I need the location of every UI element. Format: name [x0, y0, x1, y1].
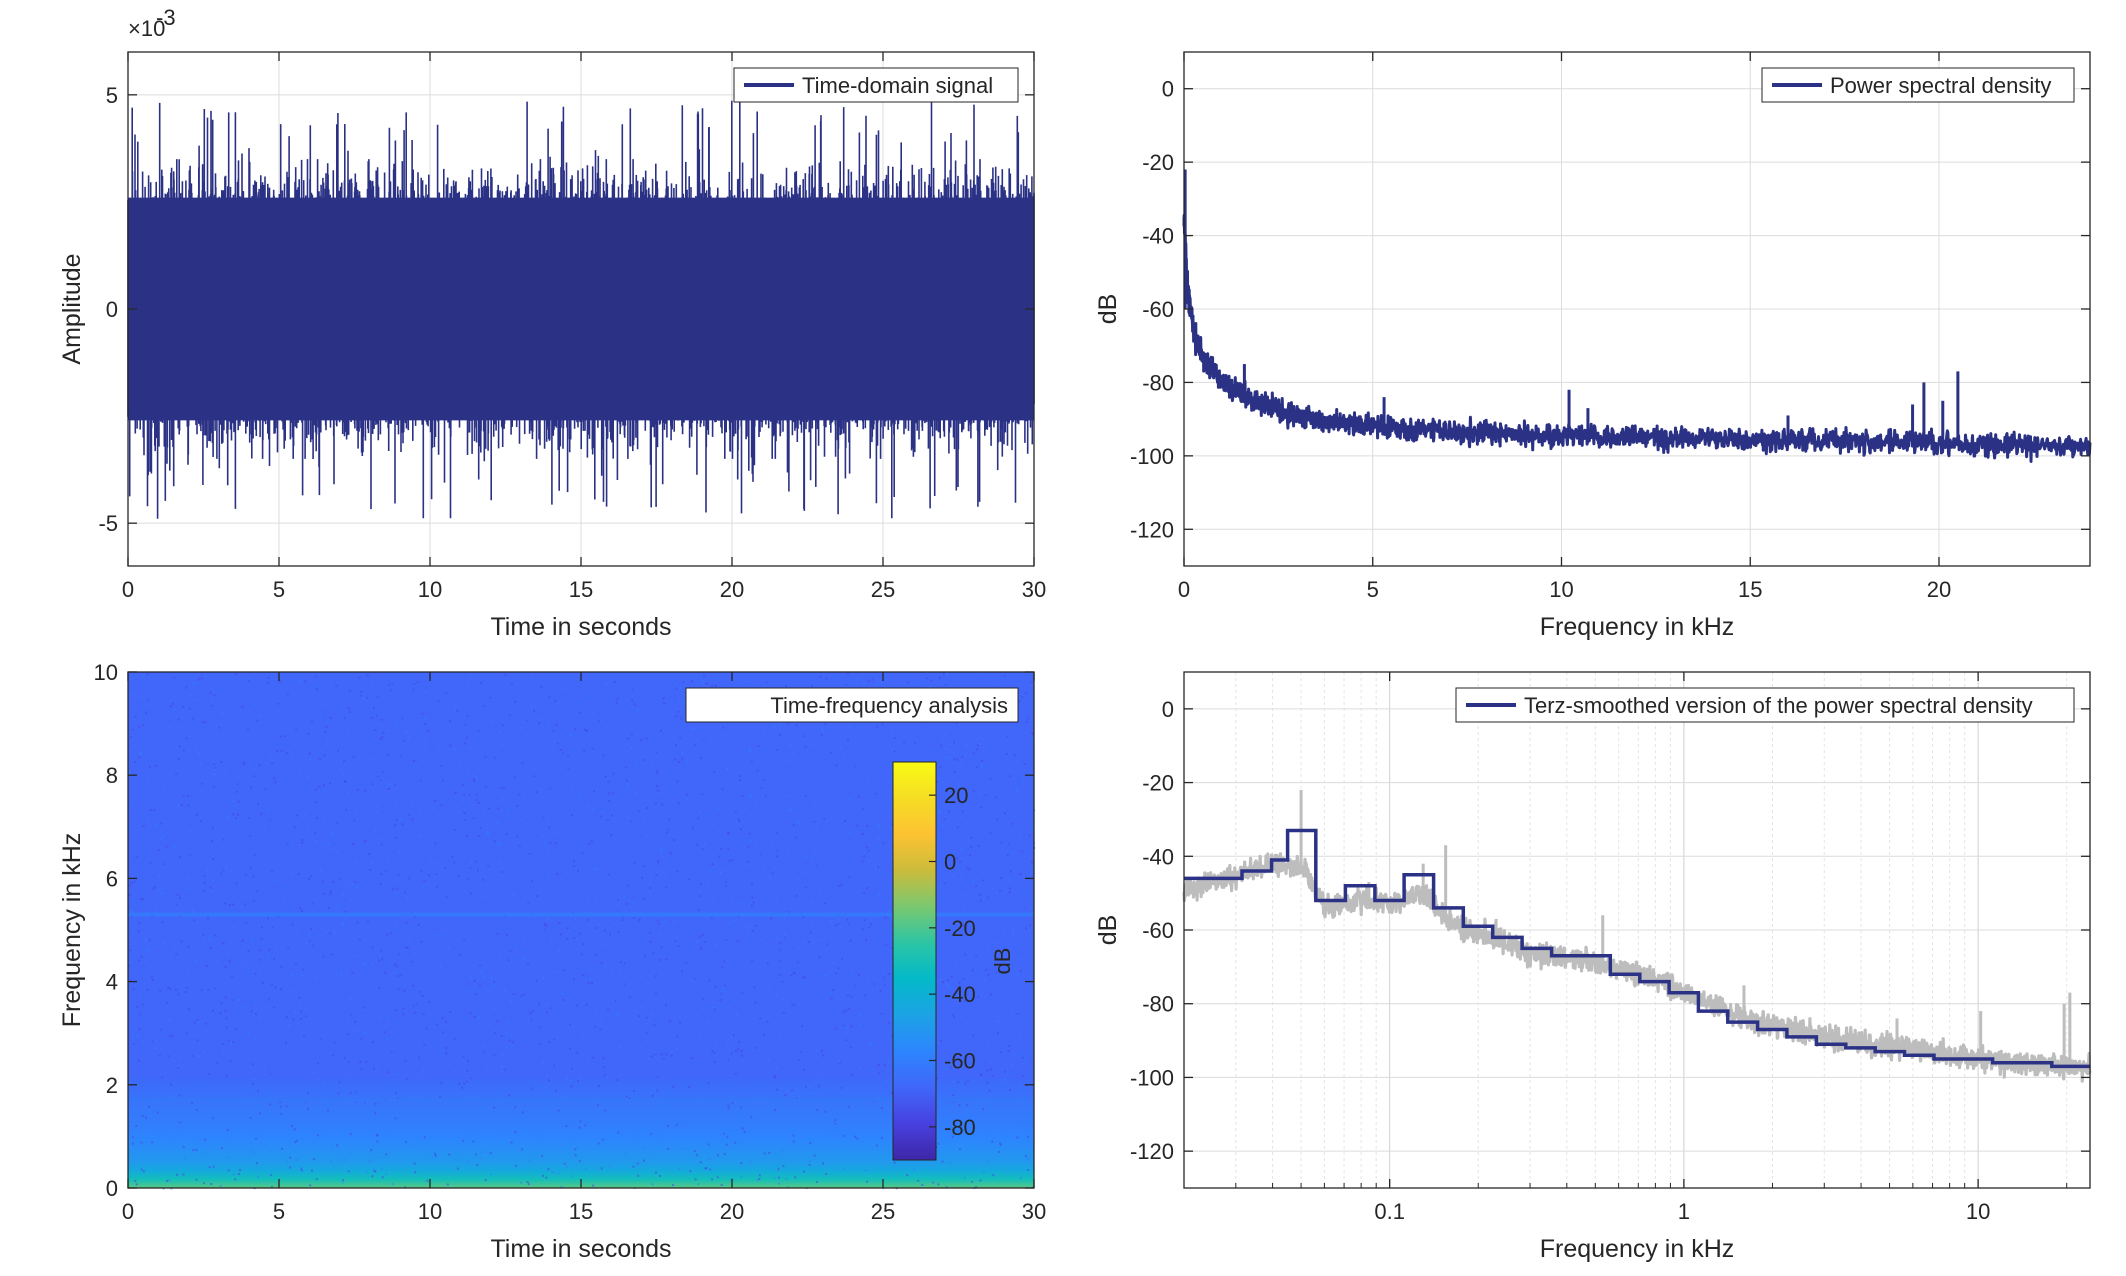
y-tick-label: -40	[1142, 844, 1174, 869]
x-tick-label: 25	[871, 1199, 895, 1224]
spectral-line	[128, 912, 1034, 917]
x-tick-label: 5	[1367, 577, 1379, 602]
y-tick-label: 0	[106, 1176, 118, 1201]
exponent-power: -3	[156, 5, 176, 30]
x-tick-label: 5	[273, 1199, 285, 1224]
x-tick-label: 0.1	[1374, 1199, 1405, 1224]
legend-label: Power spectral density	[1830, 73, 2051, 98]
legend: Time-frequency analysis	[685, 687, 1019, 723]
y-tick-label: -60	[1142, 297, 1174, 322]
colorbar-tick-label: -20	[944, 916, 976, 941]
x-tick-label: 20	[720, 577, 744, 602]
spectral-line	[128, 1098, 1034, 1103]
plot-3: 0 5 10 15 20 25 30 0 2 4 6 8 10 Time in seconds Freque…	[58, 660, 1046, 1263]
y-tick-label: 8	[106, 763, 118, 788]
x-tick-label: 10	[1966, 1199, 1990, 1224]
y-tick-label: -120	[1130, 1139, 1174, 1164]
x-tick-label: 10	[418, 1199, 442, 1224]
y-tick-label: 10	[94, 660, 118, 685]
legend-label: Terz-smoothed version of the power spect…	[1524, 693, 2033, 718]
y-tick-label: -100	[1130, 1065, 1174, 1090]
y-tick-label: -5	[98, 511, 118, 536]
y-tick-label: 0	[1162, 697, 1174, 722]
legend-label: Time-frequency analysis	[770, 693, 1008, 718]
x-tick-label: 5	[273, 577, 285, 602]
x-axis-label: Time in seconds	[490, 613, 671, 641]
plot-1: 0 5 10 15 20 25 30 -5 0 5 Time in seconds Amplitude…	[58, 5, 1046, 641]
x-axis-label: Time in seconds	[490, 1235, 671, 1263]
y-axis-label: dB	[1094, 915, 1122, 946]
x-tick-label: 15	[569, 1199, 593, 1224]
legend-box	[685, 687, 1019, 723]
terz-smoothed-trace	[1184, 828, 2090, 1069]
x-tick-label: 0	[122, 1199, 134, 1224]
colorbar-tick-label: -40	[944, 982, 976, 1007]
y-tick-label: -80	[1142, 370, 1174, 395]
colorbar-tick-label: -80	[944, 1115, 976, 1140]
x-tick-label: 30	[1022, 1199, 1046, 1224]
y-tick-label: -120	[1130, 517, 1174, 542]
y-tick-label: -60	[1142, 918, 1174, 943]
x-tick-label: 1	[1678, 1199, 1690, 1224]
y-tick-label: -100	[1130, 444, 1174, 469]
plot-4: 0.1 1 10 0 -20 -40 -60 -80 -100 -120 Frequency in …	[1094, 671, 2092, 1263]
legend-box	[1455, 687, 2075, 723]
x-tick-label: 30	[1022, 577, 1046, 602]
legend-label: Time-domain signal	[802, 73, 993, 98]
legend: Time-domain signal	[733, 67, 1019, 103]
x-tick-label: 25	[871, 577, 895, 602]
y-tick-label: 2	[106, 1073, 118, 1098]
x-tick-label: 10	[1549, 577, 1573, 602]
x-axis-label: Frequency in kHz	[1540, 613, 1735, 641]
y-tick-label: 0	[1162, 77, 1174, 102]
y-tick-label: -20	[1142, 771, 1174, 796]
y-tick-label: -40	[1142, 224, 1174, 249]
x-tick-label: 20	[1927, 577, 1951, 602]
plot-2: 0 5 10 15 20 0 -20 -40 -60 -80 -100 -120 Frequency i…	[1094, 51, 2092, 641]
legend: Power spectral density	[1761, 67, 2075, 103]
x-tick-label: 0	[1178, 577, 1190, 602]
legend: Terz-smoothed version of the power spect…	[1455, 687, 2075, 723]
y-axis-label: Amplitude	[58, 253, 86, 364]
x-tick-label: 0	[122, 577, 134, 602]
x-tick-label: 10	[418, 577, 442, 602]
spectrogram-speckle	[128, 672, 1036, 1190]
y-tick-label: -80	[1142, 992, 1174, 1017]
x-axis-label: Frequency in kHz	[1540, 1235, 1735, 1263]
x-tick-label: 20	[720, 1199, 744, 1224]
colorbar-gradient	[892, 761, 937, 1161]
colorbar-tick-label: 20	[944, 783, 968, 808]
x-tick-label: 15	[1738, 577, 1762, 602]
colorbar: 20 0 -20 -40 -60 -80 dB	[892, 761, 1015, 1161]
exponent-base: ×10	[128, 16, 165, 41]
y-tick-label: -20	[1142, 150, 1174, 175]
y-tick-label: 0	[106, 297, 118, 322]
colorbar-label: dB	[990, 948, 1015, 975]
psd-trace	[1182, 213, 2092, 463]
colorbar-tick-label: 0	[944, 850, 956, 875]
x-tick-label: 15	[569, 577, 593, 602]
y-axis-label: Frequency in kHz	[58, 833, 86, 1028]
y-tick-label: 4	[106, 970, 118, 995]
y-tick-label: 6	[106, 866, 118, 891]
y-tick-label: 5	[106, 83, 118, 108]
colorbar-tick-label: -60	[944, 1049, 976, 1074]
y-axis-label: dB	[1094, 294, 1122, 325]
